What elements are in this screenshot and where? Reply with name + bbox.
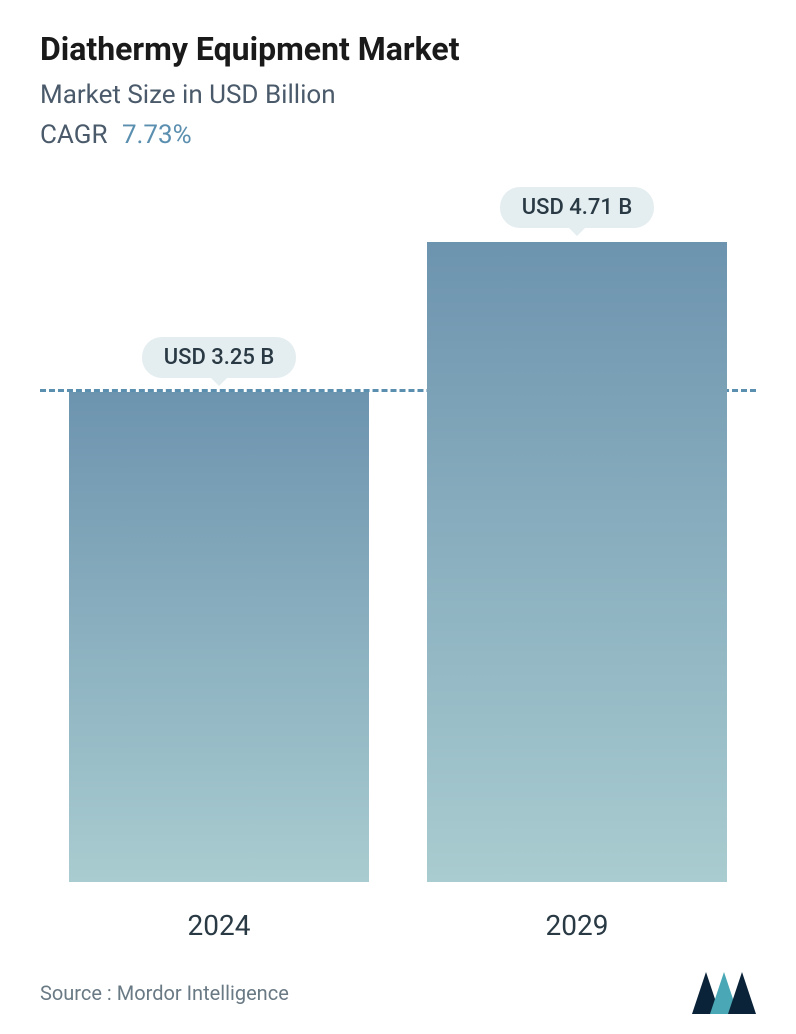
cagr-row: CAGR 7.73%: [40, 120, 756, 150]
x-axis-label: 2029: [427, 909, 728, 942]
chart-footer: Source : Mordor Intelligence: [40, 962, 756, 1014]
value-badge: USD 3.25 B: [142, 337, 297, 378]
cagr-value: 7.73%: [122, 120, 192, 150]
bar-group: USD 4.71 B: [427, 187, 728, 882]
bars-container: USD 3.25 B USD 4.71 B: [40, 190, 756, 882]
chart-area: USD 3.25 B USD 4.71 B 2024 2029: [40, 190, 756, 942]
cagr-label: CAGR: [40, 120, 107, 150]
chart-title: Diathermy Equipment Market: [40, 30, 756, 68]
chart-subtitle: Market Size in USD Billion: [40, 80, 756, 110]
bar: [69, 392, 370, 882]
brand-logo-icon: [692, 972, 756, 1014]
value-badge: USD 4.71 B: [500, 187, 655, 228]
bar: [427, 242, 728, 882]
source-text: Source : Mordor Intelligence: [40, 981, 289, 1005]
x-axis-label: 2024: [69, 909, 370, 942]
x-axis-labels: 2024 2029: [40, 909, 756, 942]
bar-group: USD 3.25 B: [69, 337, 370, 882]
